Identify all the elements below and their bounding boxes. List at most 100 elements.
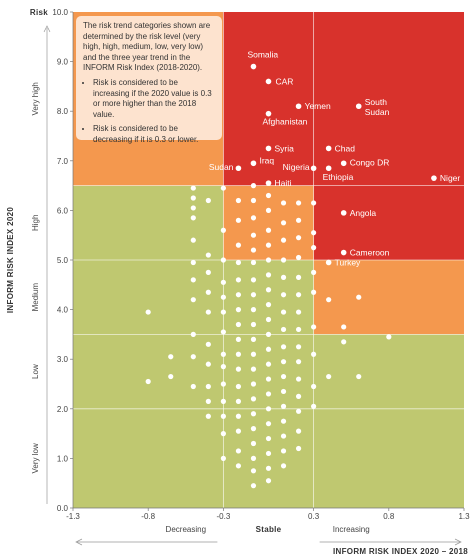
data-point: [235, 366, 242, 372]
y-tick-label: 4.0: [57, 306, 69, 315]
data-point: [265, 227, 272, 233]
x-tick-label: -1.3: [66, 512, 80, 521]
data-point: [250, 411, 257, 417]
data-point: [250, 259, 257, 266]
data-point: [235, 242, 242, 248]
data-point: [250, 292, 257, 298]
point-label: Iraq: [259, 155, 274, 165]
data-point: [295, 359, 302, 365]
y-tick-label: 0.0: [57, 504, 69, 513]
data-point: [250, 440, 257, 447]
note-intro: The risk trend categories shown are dete…: [83, 21, 211, 73]
point-south-sudan: [355, 103, 362, 110]
data-point: [190, 185, 196, 191]
data-point: [168, 373, 174, 380]
data-point: [280, 448, 287, 454]
x-band-label: Stable: [256, 525, 282, 534]
x-tick-label: 0.3: [308, 512, 320, 521]
data-point: [190, 331, 196, 337]
zone-decreasing-1: [73, 185, 224, 260]
data-point: [220, 227, 226, 233]
x-tick-label: -0.3: [216, 512, 230, 521]
data-point: [220, 309, 226, 315]
data-point: [280, 326, 287, 333]
data-point: [145, 309, 151, 315]
data-point: [205, 398, 211, 404]
point-iraq: [250, 160, 257, 167]
y-axis-top-label: Risk: [30, 8, 48, 17]
data-point: [280, 463, 287, 469]
data-point: [280, 418, 287, 424]
methodology-note: The risk trend categories shown are dete…: [76, 16, 222, 144]
point-congo-dr: [340, 160, 347, 167]
zone-decreasing-3: [73, 334, 224, 508]
data-point: [205, 341, 211, 347]
y-tick-label: 5.0: [57, 256, 69, 265]
data-point: [190, 383, 196, 390]
data-point: [311, 200, 317, 206]
note-bullets: Risk is considered to be increasing if t…: [83, 78, 215, 146]
data-point: [326, 297, 332, 303]
zone-decreasing-2: [73, 260, 224, 335]
data-point: [295, 200, 302, 206]
point-angola: [340, 210, 347, 216]
point-ethiopia: [325, 165, 332, 172]
data-point: [190, 277, 196, 283]
data-point: [311, 324, 317, 330]
data-point: [205, 197, 211, 204]
data-point: [280, 274, 287, 280]
data-point: [205, 289, 211, 295]
y-tick-label: 3.0: [57, 355, 69, 364]
y-band-label: Very low: [31, 443, 40, 473]
data-point: [386, 334, 392, 340]
data-point: [235, 259, 242, 266]
point-sudan: [235, 165, 242, 172]
data-point: [250, 455, 257, 461]
point-haiti: [265, 180, 272, 186]
data-point: [295, 309, 302, 315]
zone-increasing-2: [313, 260, 464, 335]
x-axis-title: INFORM RISK INDEX 2020 – 2018: [333, 547, 468, 556]
data-point: [235, 217, 242, 223]
point-label: Cameroon: [350, 248, 390, 258]
point-yemen: [295, 103, 302, 110]
note-bullet-increasing: Risk is considered to be increasing if t…: [93, 78, 215, 120]
chart-axes: 0.0 1.0 2.0 3.0 4.0 5.0 6.0 7.0 8.0 9.0 10.0 -1.3 -0…: [31, 8, 470, 546]
data-point: [265, 316, 272, 323]
data-point: [265, 302, 272, 308]
data-point: [235, 277, 242, 283]
data-point: [295, 274, 302, 280]
y-tick-label: 8.0: [57, 107, 69, 116]
data-point: [250, 215, 257, 221]
zone-increasing-0: [313, 12, 464, 186]
data-point: [280, 403, 287, 409]
x-tick-label: 1.3: [458, 512, 470, 521]
data-point: [250, 483, 257, 489]
data-point: [265, 478, 272, 484]
data-point: [250, 468, 257, 474]
data-point: [280, 359, 287, 365]
data-point: [280, 292, 287, 298]
data-point: [250, 277, 257, 283]
point-label: Congo DR: [350, 157, 390, 167]
data-point: [250, 396, 257, 402]
point-label: Nigeria: [283, 162, 310, 172]
data-point: [295, 344, 302, 350]
y-band-label: High: [31, 215, 40, 231]
data-point: [220, 413, 226, 419]
data-point: [220, 351, 226, 357]
data-point: [265, 421, 272, 427]
data-point: [295, 376, 302, 382]
data-point: [265, 242, 272, 248]
data-point: [311, 383, 317, 390]
data-point: [341, 324, 347, 330]
y-axis-title: INFORM RISK INDEX 2020: [6, 207, 15, 313]
data-point: [311, 269, 317, 275]
data-point: [205, 383, 211, 390]
note-bullet-decreasing: Risk is considered to be decreasing if i…: [93, 124, 215, 145]
data-point: [220, 455, 226, 461]
data-point: [235, 292, 242, 298]
data-point: [295, 292, 302, 298]
data-point: [205, 309, 211, 315]
data-point: [220, 398, 226, 404]
